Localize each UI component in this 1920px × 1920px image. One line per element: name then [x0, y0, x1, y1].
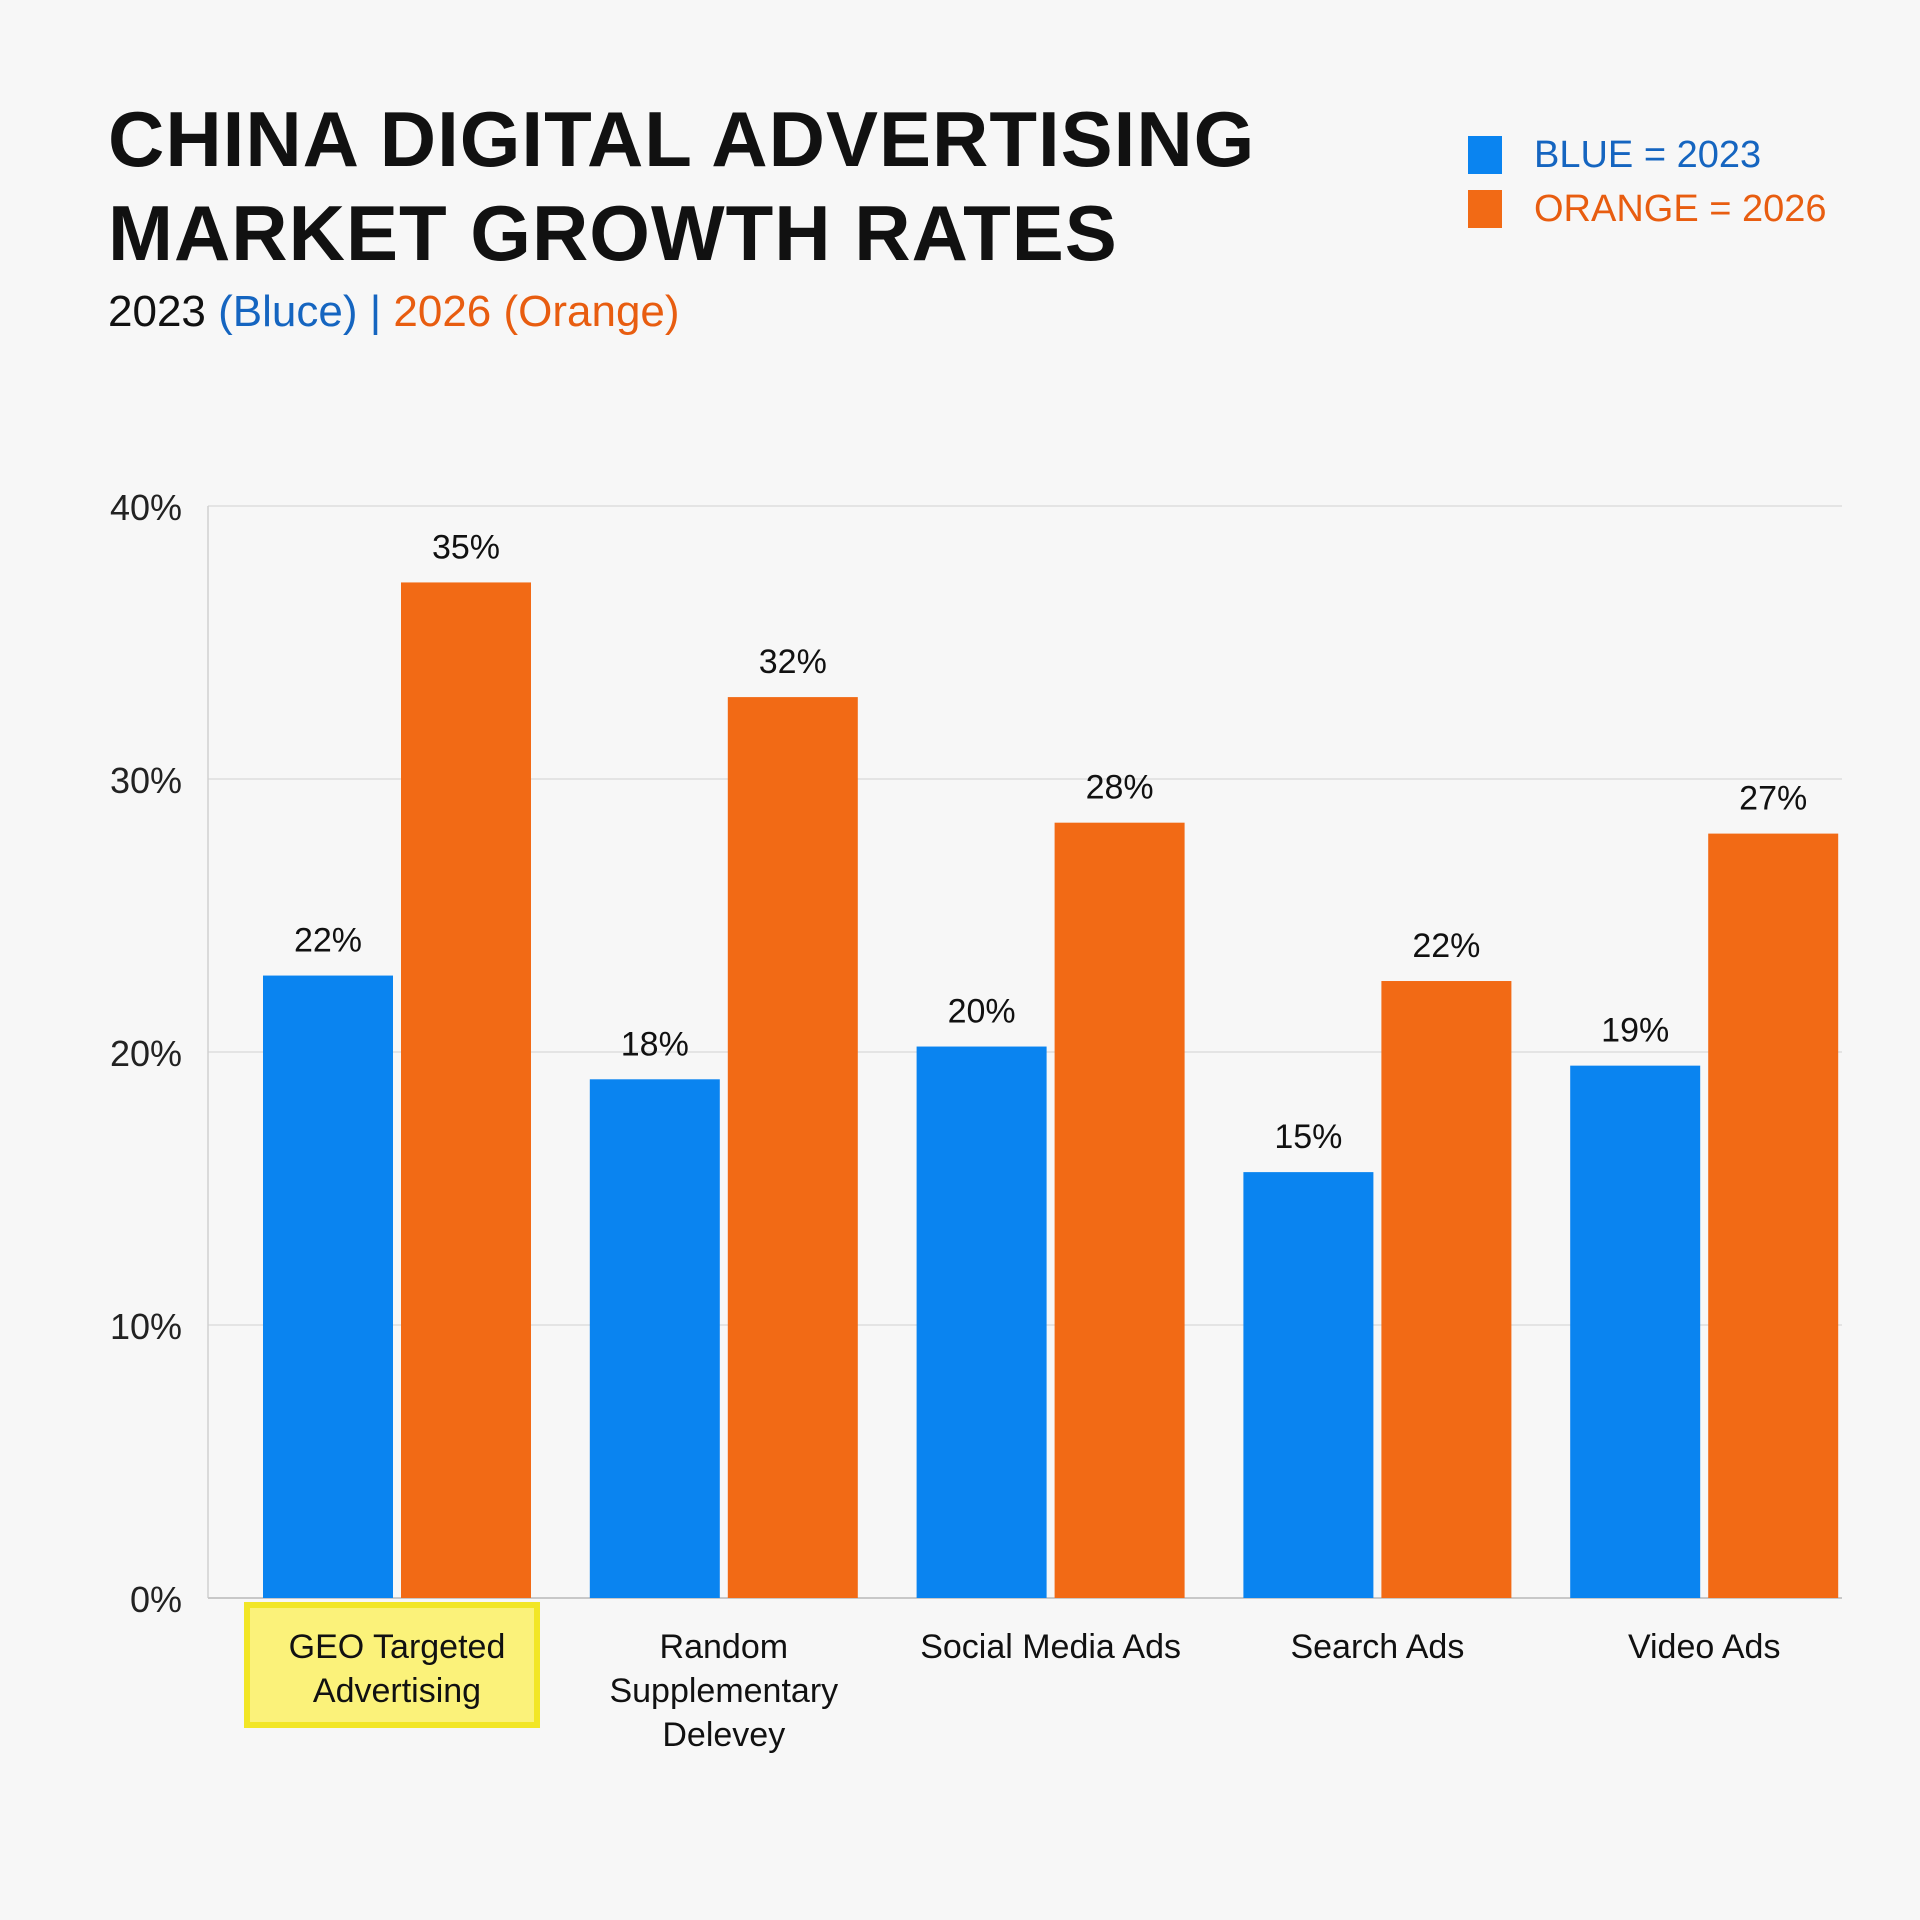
legend-label-2023: BLUE = 2023 — [1534, 133, 1762, 176]
data-label: 35% — [432, 528, 500, 566]
data-label: 18% — [621, 1025, 689, 1063]
bar-2023 — [1570, 1065, 1701, 1598]
x-category-label: Delevey — [662, 1716, 785, 1754]
legend: BLUE = 2023 ORANGE = 2026 — [1468, 128, 1827, 236]
legend-label-2026: ORANGE = 2026 — [1534, 187, 1827, 230]
x-category-label: Social Media Ads — [920, 1628, 1181, 1666]
y-tick-label: 40% — [110, 487, 182, 528]
x-category-label: Supplementary — [609, 1672, 838, 1710]
y-tick-label: 20% — [110, 1033, 182, 1074]
chart-title: CHINA DIGITAL ADVERTISING MARKET GROWTH … — [108, 92, 1255, 280]
subtitle-separator: | — [357, 287, 394, 336]
data-label: 28% — [1086, 769, 1154, 807]
y-tick-label: 30% — [110, 760, 182, 801]
data-label: 19% — [1601, 1012, 1669, 1050]
bar-2023 — [263, 975, 393, 1598]
data-label: 22% — [1412, 927, 1480, 965]
data-label: 20% — [948, 993, 1016, 1031]
legend-item-2026: ORANGE = 2026 — [1468, 182, 1827, 236]
data-label: 22% — [294, 922, 362, 960]
bar-2023 — [589, 1079, 720, 1598]
bar-2026 — [1054, 822, 1185, 1598]
subtitle-blue-note: (Bluce) — [218, 287, 358, 336]
category-highlight — [244, 1602, 540, 1728]
subtitle-year-2023: 2023 — [108, 287, 219, 336]
bar-2026 — [727, 697, 858, 1598]
y-tick-label: 0% — [130, 1579, 182, 1620]
chart-title-line-1: CHINA DIGITAL ADVERTISING — [108, 95, 1256, 183]
bar-2026 — [401, 582, 531, 1598]
chart-subtitle: 2023 (Bluce) | 2026 (Orange) — [108, 285, 680, 339]
y-tick-label: 10% — [110, 1306, 182, 1347]
x-category-label: Advertising — [313, 1672, 481, 1710]
legend-swatch-blue — [1468, 136, 1502, 174]
x-category-label: Random — [660, 1628, 789, 1666]
legend-swatch-orange — [1468, 190, 1502, 228]
chart-title-line-2: MARKET GROWTH RATES — [108, 189, 1118, 277]
bar-2026 — [1708, 833, 1839, 1598]
data-label: 32% — [759, 643, 827, 681]
data-label: 15% — [1274, 1118, 1342, 1156]
x-category-label: Search Ads — [1290, 1628, 1464, 1666]
bar-2023 — [916, 1046, 1047, 1598]
bar-2026 — [1381, 981, 1512, 1598]
subtitle-year-2026: 2026 (Orange) — [393, 287, 680, 336]
bar-2023 — [1243, 1172, 1374, 1598]
data-label: 27% — [1739, 780, 1807, 818]
x-category-label: Video Ads — [1628, 1628, 1781, 1666]
legend-item-2023: BLUE = 2023 — [1468, 128, 1827, 182]
x-category-label: GEO Targeted — [289, 1628, 506, 1666]
